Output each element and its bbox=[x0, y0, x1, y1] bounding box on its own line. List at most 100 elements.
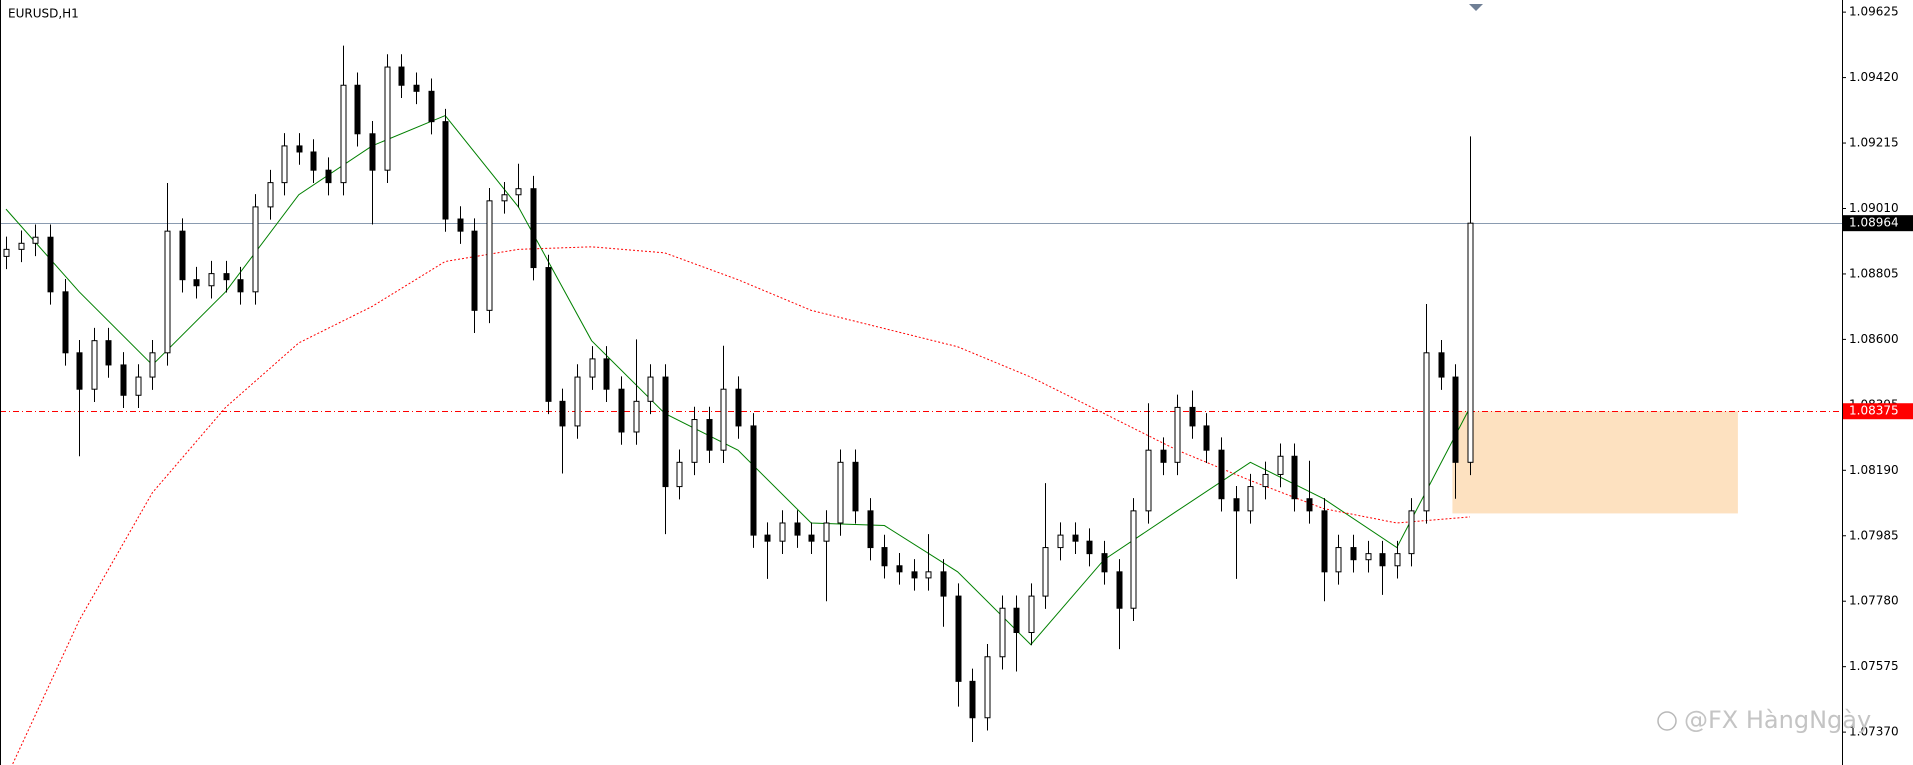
candle-body bbox=[120, 364, 127, 396]
candle-body bbox=[589, 358, 596, 378]
candle-body bbox=[1160, 449, 1167, 463]
candle-body bbox=[764, 534, 771, 542]
candle-body bbox=[252, 206, 259, 293]
candle-body bbox=[618, 388, 625, 433]
y-tick-label: 1.07985 bbox=[1849, 528, 1899, 542]
candle-body bbox=[398, 66, 405, 86]
candle-body bbox=[720, 388, 727, 451]
chart-title: EURUSD,H1 bbox=[8, 7, 79, 21]
candle-body bbox=[662, 376, 669, 488]
candle-body bbox=[911, 571, 918, 579]
candle-body bbox=[1028, 595, 1035, 633]
candle-body bbox=[62, 291, 69, 354]
candle-body bbox=[969, 680, 976, 719]
candle-body bbox=[881, 547, 888, 567]
candle-body bbox=[1130, 510, 1137, 609]
candle-body bbox=[1306, 498, 1313, 512]
candle-body bbox=[633, 400, 640, 433]
candle-body bbox=[413, 84, 420, 92]
candle-body bbox=[852, 461, 859, 512]
candle-body bbox=[76, 352, 83, 390]
candle-body bbox=[1042, 547, 1049, 597]
candle-body bbox=[530, 188, 537, 269]
candle-body bbox=[1057, 534, 1064, 549]
candle-body bbox=[896, 565, 903, 573]
candle-body bbox=[574, 376, 581, 427]
candle-body bbox=[1291, 455, 1298, 500]
y-tick-label: 1.07370 bbox=[1849, 725, 1899, 739]
candle-body bbox=[706, 419, 713, 451]
price-level-label: 1.08964 bbox=[1849, 216, 1899, 230]
candle-body bbox=[325, 169, 332, 184]
candle-body bbox=[340, 84, 347, 184]
candle-body bbox=[1438, 352, 1445, 378]
candle-body bbox=[135, 376, 142, 396]
candle-body bbox=[237, 279, 244, 293]
candle-body bbox=[91, 340, 98, 390]
candle-body bbox=[1394, 553, 1401, 567]
candle-body bbox=[808, 534, 815, 542]
candle-body bbox=[3, 248, 10, 257]
zone bbox=[1452, 411, 1738, 514]
candle-body bbox=[179, 230, 186, 281]
candle-body bbox=[823, 522, 830, 542]
candle-body bbox=[735, 388, 742, 427]
candle-body bbox=[691, 419, 698, 463]
candle-body bbox=[501, 194, 508, 202]
candle-body bbox=[486, 200, 493, 311]
candle-body bbox=[1072, 534, 1079, 542]
candle-body bbox=[164, 230, 171, 354]
candle-body bbox=[545, 267, 552, 402]
candle-body bbox=[105, 340, 112, 366]
candle-body bbox=[647, 376, 654, 402]
moving-average bbox=[11, 246, 1471, 765]
candle-body bbox=[955, 595, 962, 682]
candle-body bbox=[1379, 553, 1386, 567]
candle-body bbox=[940, 571, 947, 597]
price-level-label-bg bbox=[1843, 403, 1913, 420]
price-level-label-bg bbox=[1843, 215, 1913, 232]
candle-body bbox=[384, 66, 391, 171]
candle-body bbox=[457, 218, 464, 232]
y-tick-label: 1.08600 bbox=[1849, 332, 1899, 346]
candle-body bbox=[515, 188, 522, 196]
candle-body bbox=[32, 236, 39, 244]
candle-body bbox=[837, 461, 844, 524]
plot-area bbox=[0, 45, 1842, 765]
candle-body bbox=[1013, 607, 1020, 633]
candle-body bbox=[1452, 376, 1459, 463]
candle-body bbox=[1277, 455, 1284, 475]
candle-body bbox=[354, 84, 361, 135]
candle-body bbox=[676, 461, 683, 488]
y-tick-label: 1.09010 bbox=[1849, 201, 1899, 215]
candle-body bbox=[296, 145, 303, 153]
price-axis: 1.09625 1.09420 1.09215 1.09010 1.08805 1.086… bbox=[1842, 5, 1913, 739]
y-tick-label: 1.07575 bbox=[1849, 659, 1899, 673]
moving-average bbox=[5, 114, 1471, 646]
candle-body bbox=[1086, 540, 1093, 555]
candle-body bbox=[208, 273, 215, 287]
candle-body bbox=[925, 571, 932, 579]
candle-body bbox=[471, 230, 478, 311]
candle-body bbox=[999, 607, 1006, 658]
watermark: @FX HàngNgày bbox=[1684, 706, 1871, 734]
candle-body bbox=[984, 656, 991, 719]
price-level-label: 1.08375 bbox=[1849, 404, 1899, 418]
candle-body bbox=[428, 90, 435, 123]
y-tick-label: 1.09625 bbox=[1849, 5, 1899, 19]
y-tick-label: 1.09420 bbox=[1849, 70, 1899, 84]
candle-body bbox=[1218, 449, 1225, 500]
candle-body bbox=[1203, 425, 1210, 451]
candle-body bbox=[794, 522, 801, 536]
candle-body bbox=[1335, 547, 1342, 573]
candle-body bbox=[369, 133, 376, 171]
candle-body bbox=[281, 145, 288, 184]
candle-body bbox=[1262, 473, 1269, 488]
candle-body bbox=[310, 151, 317, 171]
candle-body bbox=[223, 273, 230, 281]
candle-body bbox=[867, 510, 874, 549]
candle-body bbox=[1321, 510, 1328, 573]
y-tick-label: 1.08190 bbox=[1849, 463, 1899, 477]
